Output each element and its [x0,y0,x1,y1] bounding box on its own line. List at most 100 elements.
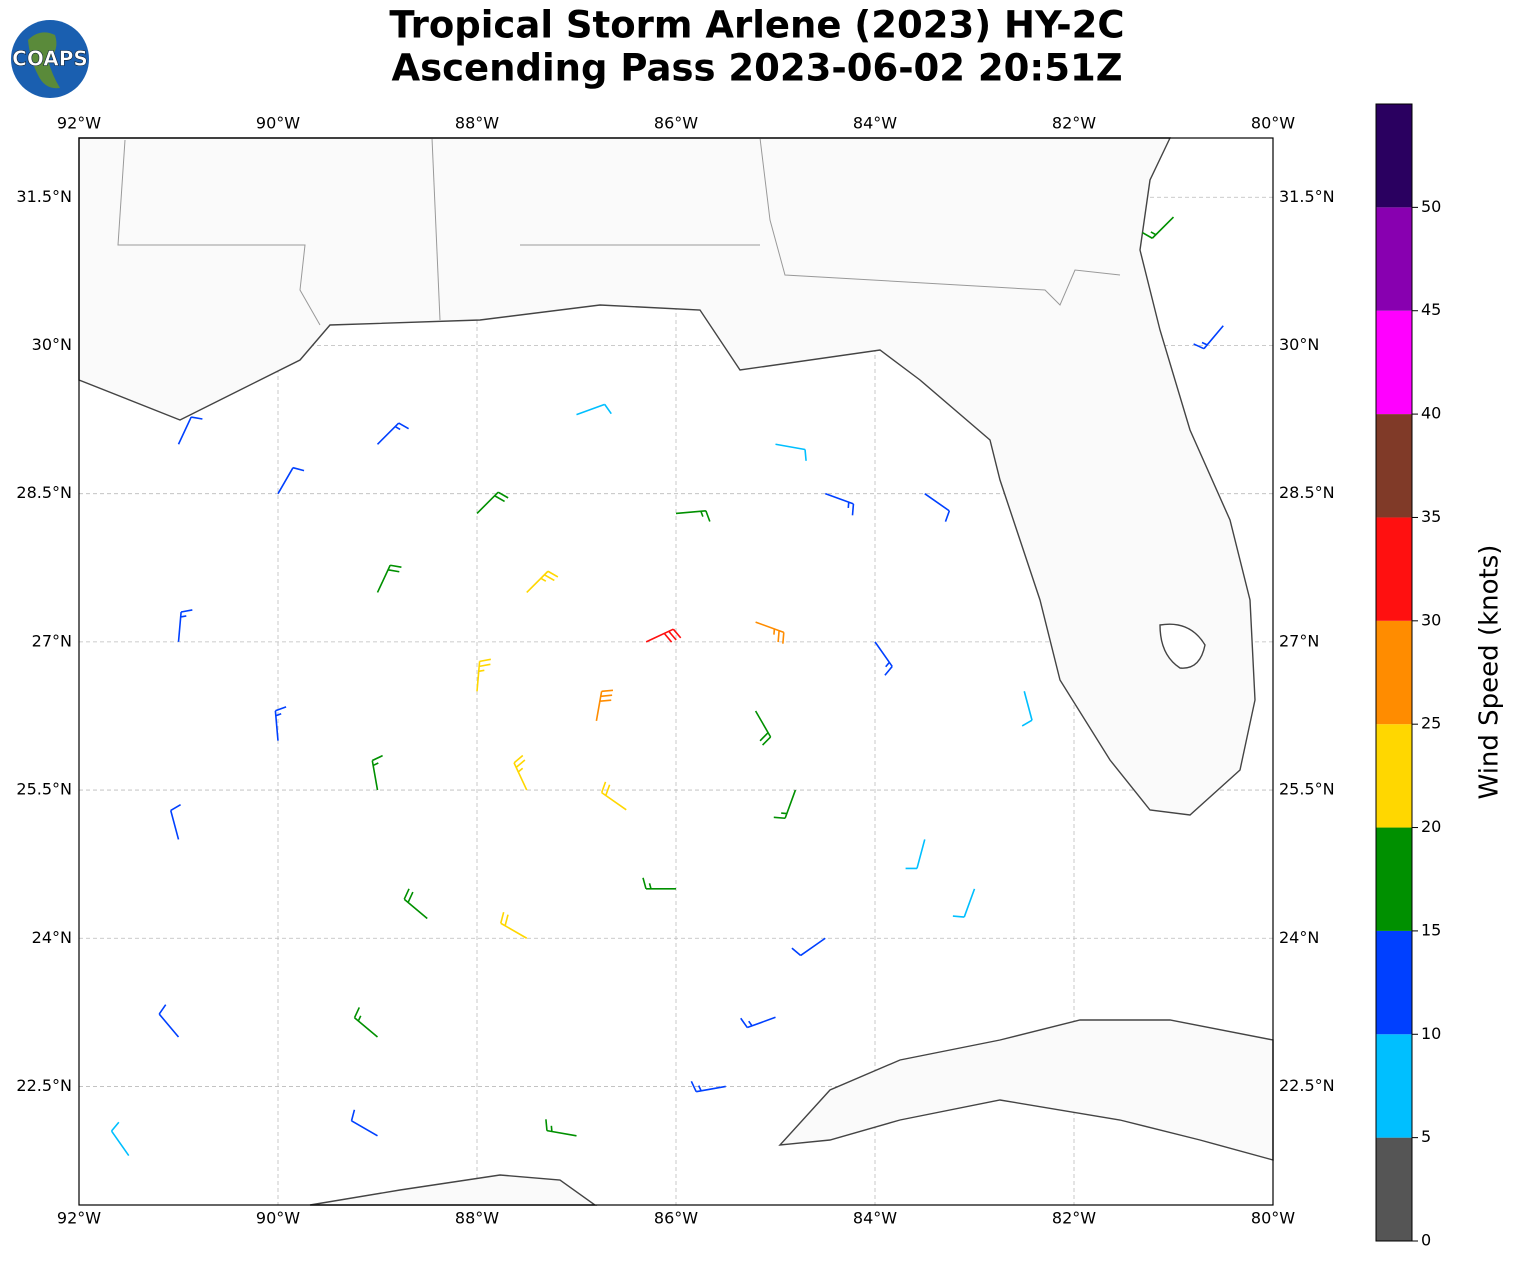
x-tick-label: 88°W [455,114,499,133]
wind-barb [476,658,491,692]
x-tick-label: 84°W [853,1209,897,1228]
wind-barb [755,621,785,644]
y-tick-label: 25.5°N [16,780,72,799]
logo: COAPS [11,20,89,98]
wind-barb [513,754,528,791]
colorbar-tick-label: 20 [1421,817,1441,836]
colorbar-tick-label: 50 [1421,197,1441,216]
lake-okeechobee [1159,623,1206,669]
colorbar-segment [1376,414,1412,518]
colorbar-segment [1376,1137,1412,1241]
wind-barb [371,754,383,791]
colorbar-segment [1376,724,1412,828]
y-tick-label: 25.5°N [1279,780,1335,799]
wind-barb [1021,691,1033,727]
wind-barb [476,491,509,514]
border [117,139,321,326]
wind-barb [376,422,410,445]
x-tick-label: 80°W [1251,114,1295,133]
wind-barb [952,888,976,918]
y-tick-label: 28.5°N [1279,483,1335,502]
colorbar-segment [1376,517,1412,621]
state-borders [117,137,1121,326]
wind-barb [353,1007,379,1038]
colorbar-segment [1376,104,1412,208]
x-tick-label: 82°W [1052,1209,1096,1228]
chart-title: Tropical Storm Arlene (2023) HY-2C [389,4,1124,47]
wind-barb [675,510,711,522]
colorbar-tick-label: 30 [1421,610,1441,629]
y-tick-label: 31.5°N [1279,187,1335,206]
colorbar-segment [1376,1034,1412,1138]
y-tick-label: 28.5°N [16,483,72,502]
wind-barb [642,877,676,890]
logo-text: COAPS [12,47,88,71]
x-tick-label: 92°W [57,1209,101,1228]
coastlines [78,137,1274,1206]
wind-barb [595,689,614,722]
y-tick-label: 22.5°N [1279,1076,1335,1095]
x-tick-label: 80°W [1251,1209,1295,1228]
colorbar: 0 5 10 15 20 25 30 35 40 45 50 [1375,103,1441,1250]
x-tick-label: 88°W [455,1209,499,1228]
wind-barb [690,1080,726,1093]
colorbar-tick-label: 10 [1421,1024,1441,1043]
colorbar-frame [1375,103,1413,1242]
y-tick-label: 24°N [1279,928,1319,947]
wind-barb [791,937,826,957]
wind-barb [169,804,181,840]
wind-barb [824,492,855,516]
wind-barb [754,710,772,746]
y-tick-label: 30°N [1279,335,1319,354]
wind-barb [403,888,428,920]
colorbar-segment [1376,620,1412,725]
colorbar-tick-label: 35 [1421,507,1441,526]
x-tick-label: 82°W [1052,114,1096,133]
colorbar-tick-label: 45 [1421,300,1441,319]
colorbar-tick-label: 5 [1421,1127,1431,1146]
wind-barb [874,641,893,676]
wind-barb [158,1004,180,1038]
wind-barb [740,1016,776,1029]
border [759,137,1121,306]
wind-barb [905,839,926,870]
colorbar-segment [1376,310,1412,415]
x-tick-label: 86°W [654,114,698,133]
wind-barb [177,416,203,445]
wind-barbs [110,216,1224,1157]
y-tick-label: 22.5°N [16,1076,72,1095]
logo-land [28,32,60,89]
x-tick-label: 84°W [853,114,897,133]
wind-barb [1141,216,1175,239]
x-tick-label: 90°W [256,1209,300,1228]
wind-barb [499,912,528,939]
colorbar-tick-label: 40 [1421,404,1441,423]
wind-barb [576,403,612,416]
x-tick-label: 86°W [654,1209,698,1228]
y-tick-label: 27°N [1279,631,1319,650]
wind-barb [600,781,627,811]
colorbar-segment [1376,827,1412,931]
x-tick-label: 90°W [256,114,300,133]
wind-barb [110,1121,130,1157]
wind-barb [775,443,807,461]
chart-subtitle: Ascending Pass 2023-06-02 20:51Z [391,47,1122,90]
y-tick-label: 31.5°N [16,187,72,206]
wind-barb [1193,325,1224,350]
colorbar-tick-label: 15 [1421,920,1441,939]
y-tick-label: 24°N [32,928,72,947]
wind-barb [376,564,402,593]
map-frame [78,137,1274,1206]
wind-barb [924,493,951,522]
north-america [78,137,1256,816]
wind-barb [545,1119,577,1137]
x-tick-label: 92°W [57,114,101,133]
colorbar-tick-label: 25 [1421,714,1441,733]
border [431,137,441,321]
wind-barb [274,706,287,741]
colorbar-segment [1376,207,1412,311]
y-tick-label: 30°N [32,335,72,354]
colorbar-tick-label: 0 [1421,1231,1431,1250]
y-tick-label: 27°N [32,631,72,650]
